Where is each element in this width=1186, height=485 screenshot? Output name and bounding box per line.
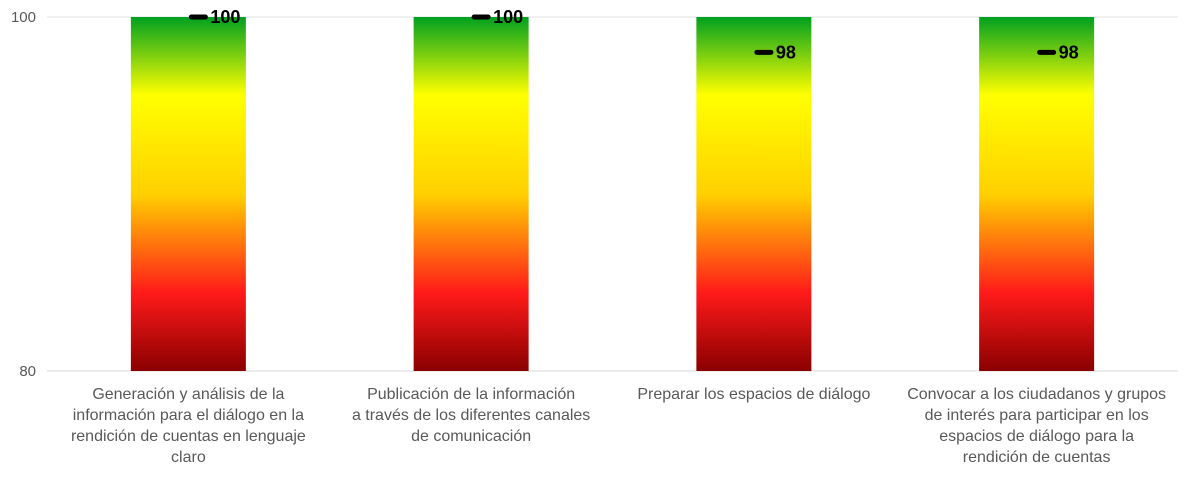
x-tick-label: Publicación de la información a través de… — [352, 386, 590, 445]
y-tick-label: 80 — [19, 363, 36, 380]
data-label: 98 — [776, 42, 796, 62]
data-label: 100 — [493, 7, 523, 27]
data-label: 98 — [1059, 42, 1079, 62]
bar — [979, 17, 1095, 371]
bar — [130, 17, 246, 371]
bar — [413, 17, 529, 371]
y-tick-label: 100 — [11, 9, 36, 26]
data-label: 100 — [210, 7, 240, 27]
bar — [696, 17, 812, 371]
x-tick-label: Generación y análisis de la información p… — [71, 386, 306, 466]
x-tick-label: Preparar los espacios de diálogo — [637, 386, 870, 403]
x-tick-label: Convocar a los ciudadanos y grupos de int… — [907, 386, 1166, 466]
